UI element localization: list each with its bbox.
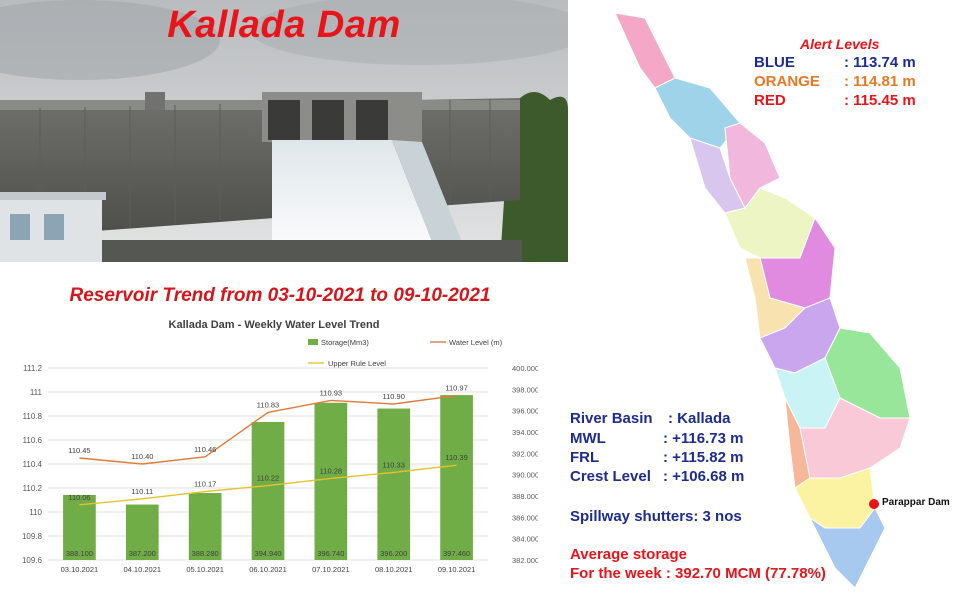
legend-water-level-label: Water Level (m) (449, 338, 503, 347)
storage-bar-label: 396.740 (317, 549, 344, 558)
frl-row: FRL : +115.82 m (570, 449, 743, 466)
x-tick-label: 04.10.2021 (124, 565, 162, 574)
upper-rule-level-point-label: 110.11 (131, 487, 153, 496)
y-left-tick-label: 109.8 (22, 532, 43, 541)
storage-bar-label: 387.200 (129, 549, 156, 558)
alert-red-value: : 115.45 m (844, 92, 916, 109)
dam-photo (0, 0, 568, 262)
upper-rule-level-point-label: 110.22 (257, 474, 279, 483)
frl-value: : +115.82 m (663, 449, 744, 466)
storage-bar-label: 396.200 (380, 549, 407, 558)
alert-orange-row: ORANGE : 114.81 m (754, 73, 916, 90)
mwl-row: MWL : +116.73 m (570, 430, 743, 447)
alert-orange-name: ORANGE (754, 73, 820, 90)
river-basin-value: : Kallada (668, 410, 731, 427)
river-basin-label: River Basin (570, 410, 653, 427)
alert-blue-value: : 113.74 m (844, 54, 916, 71)
water-level-point-label: 110.46 (194, 445, 216, 454)
y-right-tick-label: 392.000 (512, 449, 538, 458)
alert-red-row: RED : 115.45 m (754, 92, 916, 109)
legend-upper-rule-label: Upper Rule Level (328, 359, 386, 368)
upper-rule-level-point-label: 110.06 (68, 493, 90, 502)
water-level-point-label: 110.97 (445, 384, 467, 393)
water-level-point-label: 110.40 (131, 452, 153, 461)
storage-bar (63, 494, 96, 560)
alert-blue-row: BLUE : 113.74 m (754, 54, 916, 71)
upper-rule-level-point-label: 110.28 (320, 466, 342, 475)
page-title: Kallada Dam (167, 4, 401, 46)
avg-storage-week: For the week : 392.70 MCM (77.78%) (570, 565, 826, 582)
water-level-point-label: 110.45 (68, 446, 90, 455)
storage-bar (377, 408, 411, 560)
y-right-tick-label: 398.000 (512, 385, 538, 394)
y-right-tick-label: 394.000 (512, 428, 538, 437)
mwl-value: : +116.73 m (663, 430, 744, 447)
weekly-trend-chart: Kallada Dam - Weekly Water Level Trend 11… (10, 312, 539, 580)
y-left-tick-label: 110 (29, 508, 42, 517)
upper-rule-level-line (79, 464, 457, 506)
crest-value: : +106.68 m (663, 468, 745, 485)
storage-bar (440, 395, 473, 560)
upper-rule-level-point-label: 110.39 (445, 453, 467, 462)
water-level-point-label: 110.90 (383, 392, 405, 401)
legend-storage-swatch (308, 339, 318, 345)
y-left-tick-label: 109.6 (22, 556, 43, 565)
y-left-tick-label: 110.2 (23, 484, 43, 493)
chart-svg: Kallada Dam - Weekly Water Level Trend 11… (22, 319, 539, 574)
storage-bar-label: 388.280 (192, 549, 219, 558)
x-tick-label: 07.10.2021 (312, 565, 350, 574)
water-level-point-label: 110.83 (257, 400, 279, 409)
spillway-text: Spillway shutters: 3 nos (570, 508, 742, 525)
mwl-label: MWL (570, 430, 606, 447)
kerala-map (600, 8, 930, 593)
legend-storage-label: Storage(Mm3) (321, 338, 369, 347)
y-right-tick-label: 400.000 (512, 364, 538, 373)
alert-orange-value: : 114.81 m (844, 73, 916, 90)
crest-label: Crest Level (570, 468, 651, 485)
x-tick-label: 09.10.2021 (438, 565, 476, 574)
water-level-point-label: 110.93 (320, 388, 342, 397)
water-level-line (79, 394, 457, 465)
y-left-tick-label: 110.6 (23, 436, 43, 445)
y-right-tick-label: 388.000 (512, 492, 538, 501)
alert-red-name: RED (754, 92, 786, 109)
avg-storage-label: Average storage (570, 546, 687, 563)
x-tick-label: 03.10.2021 (61, 565, 99, 574)
y-right-tick-label: 384.000 (512, 535, 538, 544)
crest-row: Crest Level : +106.68 m (570, 468, 744, 485)
y-left-tick-label: 110.8 (23, 412, 43, 421)
y-right-tick-label: 390.000 (512, 471, 538, 480)
y-left-tick-label: 111.2 (23, 364, 42, 373)
chart-title: Kallada Dam - Weekly Water Level Trend (169, 319, 380, 331)
storage-bar-label: 394.940 (254, 549, 281, 558)
parappar-dam-marker (869, 499, 879, 509)
alert-blue-name: BLUE (754, 54, 795, 71)
alert-levels-title: Alert Levels (800, 36, 880, 52)
storage-bar-label: 388.100 (66, 549, 93, 558)
upper-rule-level-point-label: 110.17 (194, 480, 216, 489)
upper-rule-level-point-label: 110.33 (383, 460, 405, 469)
storage-bar (188, 493, 222, 560)
trend-heading: Reservoir Trend from 03-10-2021 to 09-10… (69, 285, 491, 306)
y-left-tick-label: 111 (30, 388, 43, 397)
x-tick-label: 05.10.2021 (186, 565, 224, 574)
storage-bar (251, 421, 285, 560)
y-right-tick-label: 382.000 (512, 556, 538, 565)
frl-label: FRL (570, 449, 600, 466)
y-left-tick-label: 110.4 (23, 460, 43, 469)
y-right-tick-label: 396.000 (512, 407, 538, 416)
x-tick-label: 06.10.2021 (249, 565, 287, 574)
x-tick-label: 08.10.2021 (375, 565, 413, 574)
storage-bar (314, 402, 348, 560)
parappar-dam-label: Parappar Dam (882, 497, 950, 508)
storage-bar-label: 397.460 (443, 549, 470, 558)
y-right-tick-label: 386.000 (512, 513, 538, 522)
river-basin-row: River Basin : Kallada (570, 410, 731, 427)
storage-bar (125, 504, 159, 560)
